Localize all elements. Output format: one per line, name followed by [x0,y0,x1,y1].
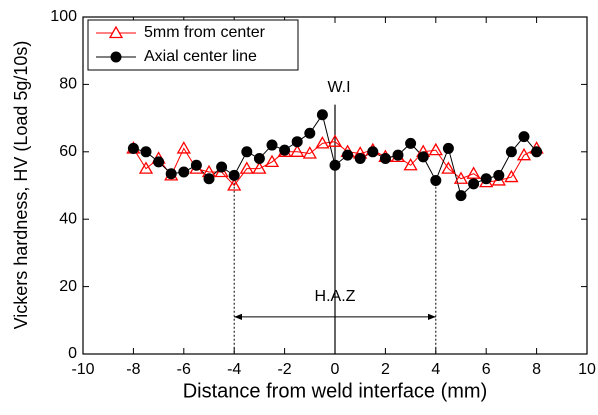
point [453,171,469,184]
point [430,174,442,186]
point [216,161,228,173]
point [518,131,530,143]
point [516,147,532,161]
point [279,144,291,156]
point [329,159,341,171]
x-tick-label: 4 [431,361,440,378]
legend-box [87,19,299,71]
legend-marker [108,25,124,39]
point [241,146,253,158]
y-tick-label: 40 [59,210,77,227]
haz-label: H.A.Z [315,288,356,305]
point [493,169,505,181]
point [466,166,481,179]
point [140,146,152,158]
x-tick-label: 2 [381,361,390,378]
point [379,153,391,165]
y-tick-label: 100 [50,8,77,25]
point [165,168,177,180]
legend-label: 5mm from center [144,24,266,41]
point [291,136,303,148]
point [302,146,317,159]
x-tick-label: -10 [71,361,94,378]
point [442,142,454,154]
point [316,109,328,121]
x-tick-label: 0 [331,361,340,378]
point [367,146,379,158]
x-tick-label: -4 [227,361,241,378]
point [405,137,417,149]
x-tick-label: -2 [277,361,291,378]
x-axis-label: Distance from weld interface (mm) [183,380,488,402]
point [178,166,190,178]
point [252,161,267,174]
point [228,169,240,181]
point [392,149,404,161]
point [203,173,215,185]
point [315,136,330,149]
point [227,178,242,191]
point [176,141,191,154]
point [266,139,278,151]
point [354,153,366,165]
point [264,154,280,168]
point [342,149,354,161]
y-tick-label: 80 [59,76,77,93]
point [190,159,202,171]
point [127,142,139,154]
legend-marker [110,51,122,63]
x-tick-label: 6 [482,361,491,378]
point [239,161,254,174]
y-tick-label: 20 [59,278,77,295]
legend-label: Axial center line [144,48,257,65]
point [417,151,429,163]
x-tick-label: -6 [177,361,191,378]
point [441,161,456,174]
point [304,127,316,139]
point [468,178,480,190]
weld-interface-label: W.I [327,79,350,96]
point [290,144,305,157]
point [253,153,265,165]
x-tick-label: -8 [126,361,140,378]
point [505,146,517,158]
plot-frame [82,16,588,355]
y-axis-label: Vickers hardness, HV (Load 5g/10s) [11,41,31,330]
point [138,161,154,174]
x-tick-label: 8 [532,361,541,378]
point [153,156,165,168]
point [455,190,467,202]
x-tick-label: 10 [578,361,596,378]
point [531,146,543,158]
point [480,173,492,185]
point [428,142,443,156]
point [403,157,418,171]
point [327,134,343,147]
y-tick-label: 0 [68,345,77,362]
y-tick-label: 60 [59,143,77,160]
point [504,169,519,183]
